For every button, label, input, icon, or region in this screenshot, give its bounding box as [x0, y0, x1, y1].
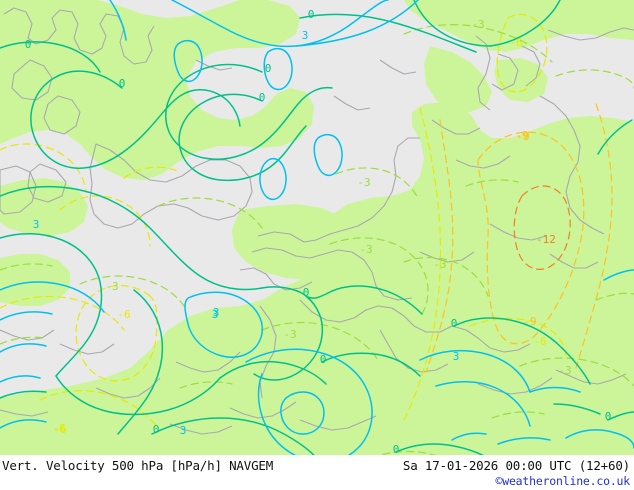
- contour-label: -3: [105, 280, 118, 293]
- contour-label: 0: [303, 286, 310, 299]
- contour-label: -6: [533, 335, 546, 348]
- contour-label: -3: [283, 328, 296, 341]
- contour-plus3: [0, 0, 634, 455]
- contour-label: -3: [471, 18, 484, 31]
- contour-minus9: [425, 103, 613, 373]
- contour-label: 0: [153, 423, 160, 436]
- contour-label: 3: [33, 218, 40, 231]
- contour-minus12: [513, 185, 571, 270]
- contour-label: 0: [308, 8, 315, 21]
- map-title: Vert. Velocity 500 hPa [hPa/h] NAVGEM: [2, 458, 274, 473]
- contour-label: -3: [558, 364, 571, 377]
- contour-zero: [0, 0, 634, 455]
- contour-label: -3: [359, 243, 372, 256]
- map-valid-time: Sa 17-01-2026 00:00 UTC (12+60): [402, 458, 630, 473]
- contour-label: -9: [516, 130, 529, 143]
- contour-label: 3: [302, 29, 309, 42]
- contour-label: -3: [433, 258, 446, 271]
- contour-label: 0: [320, 353, 327, 366]
- contour-label: -12: [536, 233, 556, 246]
- contour-label: -9: [515, 129, 528, 142]
- contour-minus6: [0, 13, 567, 429]
- contour-label: 3: [212, 308, 219, 321]
- copyright-label[interactable]: ©weatheronline.co.uk: [495, 474, 631, 488]
- contour-label-group: 0000000000000000000000333333333333-3-3-3…: [25, 8, 612, 455]
- contour-label: -6: [117, 308, 130, 321]
- map-footer: Vert. Velocity 500 hPa [hPa/h] NAVGEM Sa…: [0, 455, 634, 490]
- contour-label: 0: [451, 317, 458, 330]
- contour-label: 0: [265, 62, 272, 75]
- contour-label: -6: [509, 36, 522, 49]
- contour-label: -6: [52, 422, 65, 435]
- shaded-region-rising: [0, 0, 634, 455]
- contour-label: 3: [180, 424, 187, 437]
- weather-map[interactable]: 0000000000000000000000333333333333-3-3-3…: [0, 0, 634, 455]
- contour-label: 0: [393, 443, 400, 455]
- map-canvas[interactable]: 0000000000000000000000333333333333-3-3-3…: [0, 0, 634, 455]
- contour-label: 3: [453, 350, 460, 363]
- contour-label: -6: [53, 423, 66, 436]
- contour-label: 0: [119, 77, 126, 90]
- contour-label: -9: [523, 315, 536, 328]
- contour-minus3: [0, 24, 634, 455]
- contour-label: 0: [259, 91, 266, 104]
- contour-label: 0: [605, 410, 612, 423]
- contour-label: -3: [357, 176, 370, 189]
- contour-label: 3: [213, 306, 220, 319]
- contour-label: 0: [25, 38, 32, 51]
